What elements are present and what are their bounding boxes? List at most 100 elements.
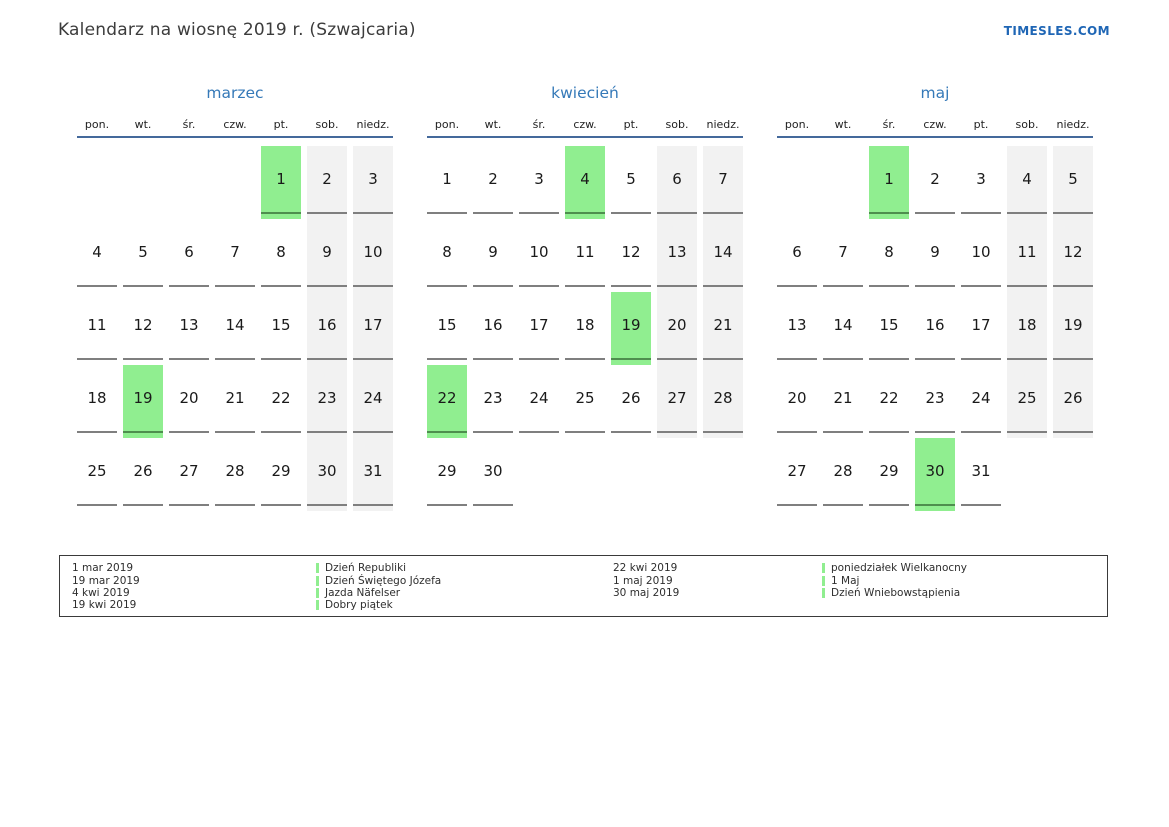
day-cell: 11 (77, 292, 117, 365)
legend-holiday: 1 Maj (822, 574, 967, 587)
weekday-label: sob. (315, 118, 339, 131)
day-cell: 28 (823, 438, 863, 511)
day-cell: 12 (123, 292, 163, 365)
legend-holiday: Dzień Świętego Józefa (316, 574, 441, 587)
day-cell-empty (611, 438, 651, 511)
day-cell: 20 (169, 365, 209, 438)
legend-holiday: Dobry piątek (316, 599, 441, 611)
day-cell: 3 (353, 146, 393, 219)
weekday-label: czw. (923, 118, 947, 131)
day-cell-empty (77, 146, 117, 219)
day-cell: 7 (215, 219, 255, 292)
legend-date: 19 mar 2019 (72, 574, 140, 587)
legend-holiday: Dzień Republiki (316, 562, 441, 574)
day-cell: 9 (307, 219, 347, 292)
holiday-marker-icon (822, 575, 825, 586)
day-cell: 4 (77, 219, 117, 292)
month-grid: 1 2 3 4 5 6 7 8 9 10 11 12 13 14 15 16 17 18 19 20 21 22 23 24 2… (427, 146, 743, 511)
holiday-marker-icon (316, 600, 319, 611)
day-cell: 19 (611, 292, 651, 365)
day-cell-empty (823, 146, 863, 219)
weekday-divider (427, 136, 743, 138)
weekday-header-row: pon. wt. śr. czw. pt. sob. niedz. (777, 106, 1093, 136)
month-title: kwiecień (551, 84, 619, 102)
legend-date: 1 mar 2019 (72, 562, 134, 575)
weekday-label: czw. (573, 118, 597, 131)
day-cell: 2 (473, 146, 513, 219)
day-cell: 15 (427, 292, 467, 365)
day-cell: 29 (261, 438, 301, 511)
day-cell: 30 (473, 438, 513, 511)
day-cell: 13 (657, 219, 697, 292)
day-cell: 27 (777, 438, 817, 511)
day-cell: 9 (473, 219, 513, 292)
day-cell: 7 (703, 146, 743, 219)
day-cell: 25 (77, 438, 117, 511)
day-cell: 17 (353, 292, 393, 365)
day-cell: 22 (427, 365, 467, 438)
legend-holiday: poniedziałek Wielkanocny (822, 562, 967, 574)
day-cell: 21 (703, 292, 743, 365)
day-cell: 10 (961, 219, 1001, 292)
weekday-label: pt. (973, 118, 989, 131)
holiday-marker-icon (316, 563, 319, 574)
weekday-label: pt. (623, 118, 639, 131)
day-cell: 8 (869, 219, 909, 292)
day-cell: 24 (961, 365, 1001, 438)
day-cell: 29 (869, 438, 909, 511)
day-cell: 11 (1007, 219, 1047, 292)
legend-dates-column: 1 mar 2019 19 mar 2019 4 kwi 2019 19 kwi 20… (72, 562, 140, 612)
day-cell: 10 (519, 219, 559, 292)
weekday-header-row: pon. wt. śr. czw. pt. sob. niedz. (427, 106, 743, 136)
weekday-label: pon. (84, 118, 110, 131)
holiday-marker-icon (822, 563, 825, 574)
day-cell-empty (657, 438, 697, 511)
weekday-label: pt. (273, 118, 289, 131)
day-cell: 6 (777, 219, 817, 292)
weekday-label: pon. (784, 118, 810, 131)
weekday-divider (77, 136, 393, 138)
day-cell: 16 (473, 292, 513, 365)
day-cell: 13 (169, 292, 209, 365)
month-grid: 1 2 3 4 5 6 7 8 9 10 11 12 13 14 15 16 17 18 19 20 21 22 23 24 2… (77, 146, 393, 511)
weekday-label: niedz. (706, 118, 740, 131)
day-cell: 12 (611, 219, 651, 292)
day-cell: 28 (703, 365, 743, 438)
day-cell: 5 (1053, 146, 1093, 219)
day-cell: 6 (169, 219, 209, 292)
day-cell: 19 (1053, 292, 1093, 365)
legend-box: 1 mar 2019 19 mar 2019 4 kwi 2019 19 kwi 20… (59, 555, 1108, 617)
day-cell: 8 (261, 219, 301, 292)
month-grid: 1 2 3 4 5 6 7 8 9 10 11 12 13 14 15 16 17 18 19 20 21 22 23 24 2… (777, 146, 1093, 511)
day-cell: 31 (961, 438, 1001, 511)
day-cell-empty (565, 438, 605, 511)
holiday-marker-icon (316, 575, 319, 586)
legend-date: 1 maj 2019 (613, 574, 673, 587)
day-cell: 18 (1007, 292, 1047, 365)
day-cell: 14 (703, 219, 743, 292)
weekday-label: pon. (434, 118, 460, 131)
site-link[interactable]: TIMESLES.COM (1003, 24, 1110, 38)
day-cell: 22 (261, 365, 301, 438)
day-cell-empty (123, 146, 163, 219)
day-cell: 9 (915, 219, 955, 292)
weekday-label: wt. (484, 118, 502, 131)
legend-dates-column: 22 kwi 2019 1 maj 2019 30 maj 2019 (613, 562, 679, 599)
day-cell: 3 (519, 146, 559, 219)
day-cell: 26 (611, 365, 651, 438)
day-cell: 20 (777, 365, 817, 438)
day-cell: 13 (777, 292, 817, 365)
day-cell: 24 (519, 365, 559, 438)
weekday-label: wt. (134, 118, 152, 131)
day-cell-empty (1053, 438, 1093, 511)
day-cell: 20 (657, 292, 697, 365)
day-cell: 27 (169, 438, 209, 511)
legend-holiday: Jazda Näfelser (316, 587, 441, 599)
legend-date: 22 kwi 2019 (613, 562, 678, 575)
day-cell: 1 (261, 146, 301, 219)
day-cell: 12 (1053, 219, 1093, 292)
day-cell: 2 (915, 146, 955, 219)
day-cell: 4 (1007, 146, 1047, 219)
